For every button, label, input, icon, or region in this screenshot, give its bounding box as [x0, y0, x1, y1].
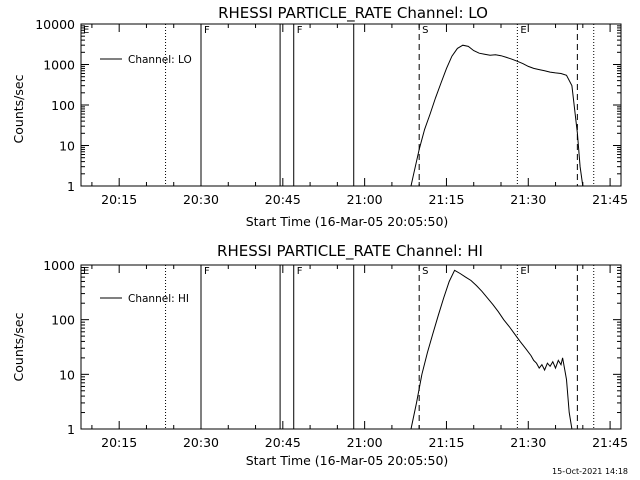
chart-title: RHESSI PARTICLE_RATE Channel: HI: [217, 242, 483, 261]
y-tick-label: 1: [67, 179, 75, 194]
x-tick-label: 20:15: [101, 435, 137, 450]
vertical-markers: [165, 24, 595, 186]
x-tick-label: 21:45: [592, 435, 628, 450]
x-tick-label: 21:00: [347, 192, 383, 207]
x-tick-label: 21:45: [592, 192, 628, 207]
chart-panel-lo: RHESSI PARTICLE_RATE Channel: LO Counts/…: [11, 4, 628, 229]
x-tick-label: 20:30: [183, 192, 219, 207]
y-tick-label: 100: [51, 98, 75, 113]
marker-letter-E-4: E: [520, 25, 526, 36]
x-tick-label: 21:00: [347, 435, 383, 450]
y-tick-label: 1000: [43, 258, 75, 273]
marker-letter-F-1: F: [204, 266, 210, 277]
y-axis-label: Counts/sec: [11, 312, 26, 381]
y-tick-label: 1: [67, 422, 75, 437]
plot-frame: [80, 23, 622, 187]
marker-letter-E-0: E: [83, 25, 89, 36]
series-line-lo: [410, 44, 584, 187]
y-tick-label: 10000: [35, 17, 75, 32]
x-tick-label: 21:15: [428, 192, 464, 207]
series-line-hi: [410, 269, 573, 430]
x-tick-label: 20:45: [265, 435, 301, 450]
x-tick-label: 21:15: [428, 435, 464, 450]
y-tick-label: 10: [59, 139, 75, 154]
vertical-markers: [165, 265, 595, 429]
marker-letter-E-4: E: [520, 266, 526, 277]
marker-letter-E-0: E: [83, 266, 89, 277]
y-tick-label: 10: [59, 367, 75, 382]
legend-label: Channel: HI: [128, 293, 189, 305]
x-tick-label: 20:45: [265, 192, 301, 207]
y-axis-label: Counts/sec: [11, 74, 26, 143]
y-ticks: 1 10 100 1000: [43, 258, 621, 437]
x-ticks: 20:15 20:30 20:45 21:00 21:15 21:30 21:45: [91, 24, 628, 207]
chart-panel-hi: RHESSI PARTICLE_RATE Channel: HI Counts/…: [11, 242, 628, 468]
marker-letter-S-3: S: [422, 25, 428, 36]
y-tick-label: 1000: [43, 58, 75, 73]
x-tick-label: 20:15: [101, 192, 137, 207]
x-tick-label: 20:30: [183, 435, 219, 450]
x-tick-label: 21:30: [510, 435, 546, 450]
x-axis-label: Start Time (16-Mar-05 20:05:50): [246, 214, 449, 229]
y-tick-label: 100: [51, 313, 75, 328]
legend-label: Channel: LO: [128, 54, 192, 66]
marker-letter-S-3: S: [422, 266, 428, 277]
chart-title: RHESSI PARTICLE_RATE Channel: LO: [218, 4, 488, 23]
plot-frame: [80, 264, 622, 430]
y-ticks: 1 10 100 1000 10000: [35, 17, 621, 194]
footer-timestamp: 15-Oct-2021 14:18: [552, 467, 628, 476]
marker-letter-F-2: F: [297, 25, 303, 36]
marker-letter-F-1: F: [204, 25, 210, 36]
x-axis-label: Start Time (16-Mar-05 20:05:50): [246, 453, 449, 468]
x-ticks: 20:15 20:30 20:45 21:00 21:15 21:30 21:45: [91, 265, 628, 450]
marker-letter-F-2: F: [297, 266, 303, 277]
x-tick-label: 21:30: [510, 192, 546, 207]
